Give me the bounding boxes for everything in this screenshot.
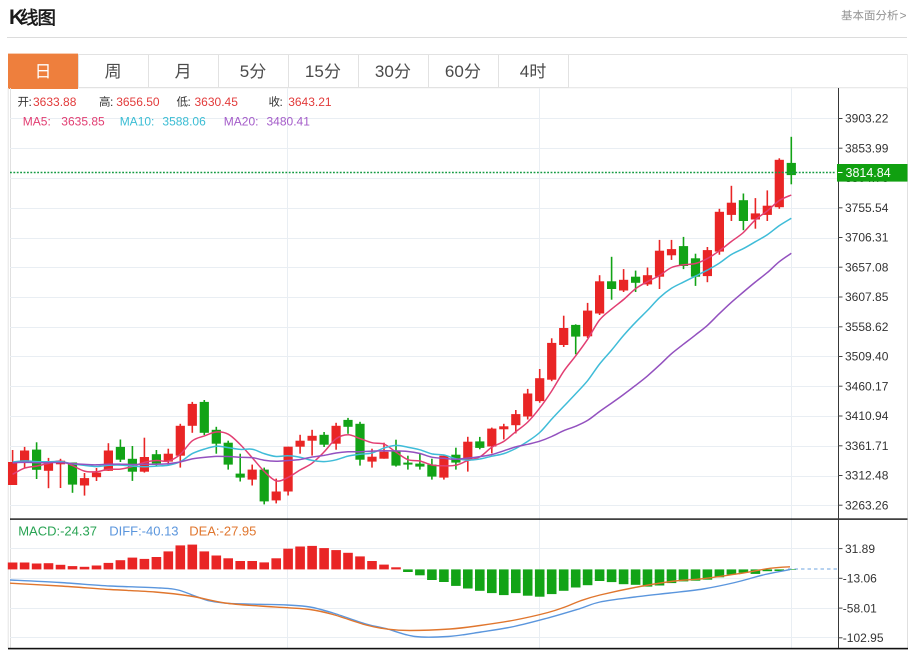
svg-text:3509.40: 3509.40 <box>845 350 889 364</box>
svg-text:MACD:-24.37: MACD:-24.37 <box>18 524 97 539</box>
svg-text:3480.41: 3480.41 <box>267 114 311 128</box>
svg-text:3635.85: 3635.85 <box>61 114 105 128</box>
svg-text:30: 30 <box>375 62 394 81</box>
svg-text:3814.84: 3814.84 <box>846 166 891 180</box>
svg-text:DEA:-27.95: DEA:-27.95 <box>189 524 256 539</box>
svg-text::: : <box>29 95 32 109</box>
svg-text:>: > <box>900 9 907 23</box>
svg-text:-13.06: -13.06 <box>843 572 877 586</box>
svg-text:3643.21: 3643.21 <box>288 95 332 109</box>
svg-text:3588.06: 3588.06 <box>162 114 206 128</box>
svg-text:3607.85: 3607.85 <box>845 290 889 304</box>
svg-text:-102.95: -102.95 <box>843 631 884 645</box>
svg-text:MA10:: MA10: <box>120 114 155 128</box>
svg-text::: : <box>110 95 113 109</box>
svg-text:3460.17: 3460.17 <box>845 379 889 393</box>
svg-text:3755.54: 3755.54 <box>845 201 889 215</box>
svg-text:3410.94: 3410.94 <box>845 409 889 423</box>
svg-text:MA20:: MA20: <box>224 114 259 128</box>
svg-text:60: 60 <box>445 62 464 81</box>
svg-text:K: K <box>9 6 24 29</box>
svg-text:3361.71: 3361.71 <box>845 439 889 453</box>
svg-text:3630.45: 3630.45 <box>195 95 239 109</box>
svg-text:31.89: 31.89 <box>845 542 875 556</box>
svg-text:4: 4 <box>520 62 529 81</box>
svg-text:3558.62: 3558.62 <box>845 320 889 334</box>
svg-text:5: 5 <box>240 62 249 81</box>
svg-text:3903.22: 3903.22 <box>845 112 889 126</box>
svg-text:3312.48: 3312.48 <box>845 469 889 483</box>
svg-text:3657.08: 3657.08 <box>845 260 889 274</box>
svg-text:3706.31: 3706.31 <box>845 231 889 245</box>
svg-text:DIFF:-40.13: DIFF:-40.13 <box>109 524 178 539</box>
svg-text:MA5:: MA5: <box>23 114 51 128</box>
svg-text:-58.01: -58.01 <box>843 601 877 615</box>
svg-text::: : <box>188 95 191 109</box>
svg-text:3263.26: 3263.26 <box>845 498 889 512</box>
svg-text:15: 15 <box>305 62 324 81</box>
svg-text::: : <box>280 95 283 109</box>
svg-text:3853.99: 3853.99 <box>845 141 889 155</box>
svg-text:3633.88: 3633.88 <box>33 95 77 109</box>
svg-text:3656.50: 3656.50 <box>116 95 160 109</box>
